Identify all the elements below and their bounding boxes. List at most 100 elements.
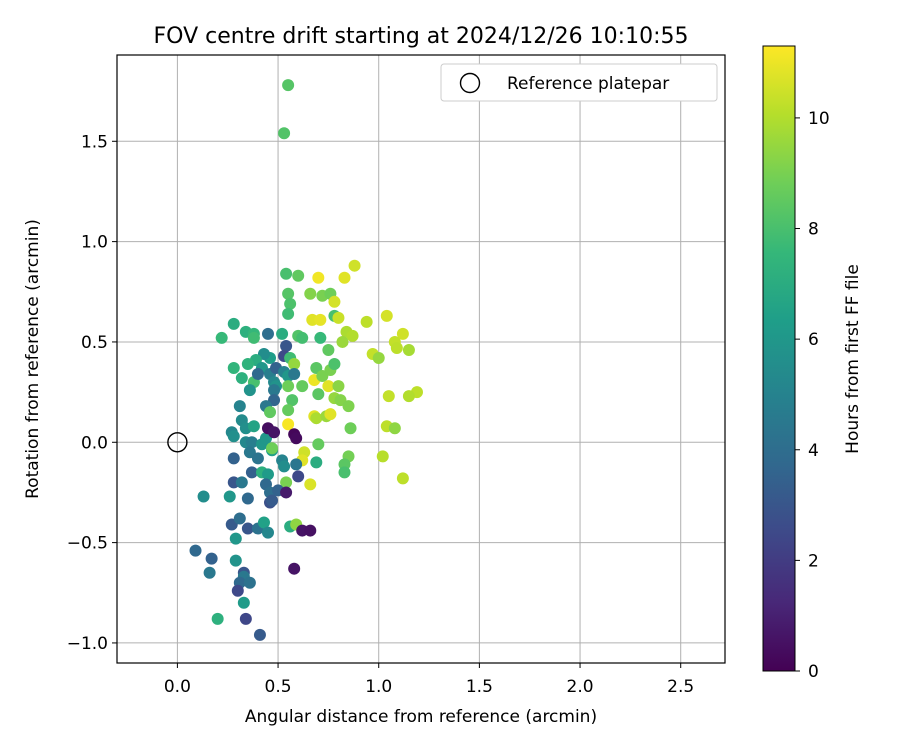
data-point	[237, 596, 250, 609]
data-point	[310, 456, 323, 469]
data-point	[328, 295, 341, 308]
data-point	[239, 612, 252, 625]
data-point	[388, 422, 401, 435]
data-point	[241, 492, 254, 505]
data-point	[328, 358, 341, 371]
y-tick-label: −1.0	[67, 634, 108, 654]
data-point	[235, 372, 248, 385]
data-point	[372, 351, 385, 364]
x-tick-label: 1.0	[365, 677, 392, 697]
data-point	[382, 390, 395, 403]
data-point	[288, 562, 301, 575]
data-point	[396, 327, 409, 340]
data-point	[290, 432, 303, 445]
data-point	[296, 331, 309, 344]
data-point	[261, 327, 274, 340]
data-point	[346, 329, 359, 342]
data-point	[203, 566, 216, 579]
data-point	[223, 490, 236, 503]
data-point	[314, 313, 327, 326]
data-point	[268, 384, 281, 397]
colorbar-tick-label: 0	[808, 662, 819, 682]
data-point	[189, 544, 202, 557]
data-point	[336, 335, 349, 348]
y-axis-label: Rotation from reference (arcmin)	[23, 219, 43, 499]
data-point	[338, 271, 351, 284]
plot-frame	[116, 54, 726, 664]
data-points	[189, 79, 423, 641]
data-point	[282, 418, 295, 431]
colorbar-tick-label: 2	[808, 551, 819, 571]
data-point	[247, 331, 260, 344]
data-point	[396, 472, 409, 485]
data-point	[282, 380, 295, 393]
data-point	[348, 259, 361, 272]
data-point	[360, 315, 373, 328]
legend-entry-reference-platepar: Reference platepar	[507, 74, 669, 94]
data-point	[332, 311, 345, 324]
data-point	[310, 412, 323, 425]
data-point	[215, 331, 228, 344]
data-point	[322, 380, 335, 393]
legend: Reference platepar	[440, 63, 718, 102]
x-axis-label: Angular distance from reference (arcmin)	[245, 707, 597, 727]
data-point	[243, 576, 256, 589]
data-point	[278, 460, 291, 473]
data-point	[292, 269, 305, 282]
data-point	[231, 584, 244, 597]
reference-marker	[167, 432, 188, 453]
data-point	[227, 430, 240, 443]
data-point	[290, 458, 303, 471]
data-point	[233, 512, 246, 525]
data-point	[197, 490, 210, 503]
data-point	[245, 466, 258, 479]
data-point	[247, 420, 260, 433]
colorbar	[762, 45, 796, 672]
grid-lines	[117, 55, 725, 663]
x-tick-label: 1.5	[466, 677, 493, 697]
data-point	[235, 476, 248, 489]
data-point	[229, 532, 242, 545]
data-point	[227, 362, 240, 375]
data-point	[282, 287, 295, 300]
legend-box	[440, 63, 718, 102]
data-point	[332, 380, 345, 393]
colorbar-tick-label: 6	[808, 330, 819, 350]
data-point	[284, 297, 297, 310]
y-axis-ticks: −1.0 −0.5 0.0 0.5 1.0 1.5	[67, 132, 117, 654]
data-point	[314, 331, 327, 344]
colorbar-tick-label: 8	[808, 220, 819, 240]
data-point	[261, 468, 274, 481]
data-point	[251, 368, 264, 381]
data-point	[402, 390, 415, 403]
data-point	[261, 526, 274, 539]
colorbar-tick-label: 4	[808, 441, 819, 461]
colorbar-label: Hours from first FF file	[843, 264, 863, 454]
data-point	[251, 452, 264, 465]
data-point	[227, 317, 240, 330]
data-point	[280, 476, 293, 489]
data-point	[312, 438, 325, 451]
data-point	[266, 442, 279, 455]
data-point	[376, 450, 389, 463]
data-point	[241, 522, 254, 535]
data-point	[276, 327, 289, 340]
colorbar-ticks: 0 2 4 6 8 10	[795, 109, 830, 682]
data-point	[338, 466, 351, 479]
data-point	[312, 388, 325, 401]
data-point	[304, 524, 317, 537]
x-tick-label: 2.0	[567, 677, 594, 697]
x-tick-label: 2.5	[667, 677, 694, 697]
data-point	[282, 79, 295, 92]
data-point	[322, 343, 335, 356]
y-tick-label: 0.5	[81, 333, 108, 353]
data-point	[288, 368, 301, 381]
data-point	[324, 408, 337, 421]
data-point	[229, 554, 242, 567]
data-point	[268, 426, 281, 439]
data-point	[243, 384, 256, 397]
y-tick-label: 0.0	[81, 433, 108, 453]
reference-marker-group	[167, 432, 188, 453]
data-point	[241, 358, 254, 371]
